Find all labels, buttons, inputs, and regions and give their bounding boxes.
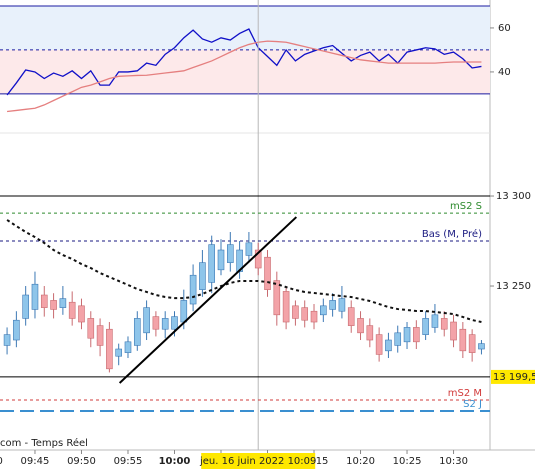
candle-body (338, 298, 346, 312)
candle-body (13, 319, 20, 341)
candle-body (106, 328, 113, 370)
x-tick-label: 10:30 (439, 456, 468, 467)
candle-body (227, 244, 234, 263)
y-tick-label: 13 250 (496, 281, 531, 292)
candle-body (78, 305, 85, 323)
candle-body (375, 334, 383, 355)
candle-body (310, 310, 318, 323)
crosshair-date-label: jeu. 16 juin 2022 10:09 (199, 456, 316, 467)
candle-body (40, 294, 48, 308)
last-price-label: 13 199,5 (493, 372, 535, 383)
candle-body (403, 327, 411, 343)
indicator-band (0, 49, 490, 94)
candle-body (320, 305, 327, 316)
candle-body (115, 348, 122, 357)
source-label: com - Temps Réel (0, 437, 88, 449)
candle-body (152, 316, 160, 330)
level-label: mS2 S (450, 201, 482, 212)
candle-body (347, 307, 355, 326)
candle-body (124, 341, 132, 353)
candle-body (282, 291, 290, 323)
level-label: mS2 M (448, 388, 482, 399)
level-label: S2 J (463, 399, 482, 410)
candle-body (459, 328, 467, 352)
x-tick-label: 10:00 (159, 456, 191, 467)
candle-body (468, 334, 476, 353)
candle-body (301, 307, 309, 321)
x-tick-label: 09:45 (21, 456, 50, 467)
candle-body (161, 318, 169, 330)
candle-body (59, 298, 67, 308)
candle-body (431, 314, 439, 328)
candle-body (254, 249, 262, 269)
candle-body (189, 274, 197, 305)
candle-body (208, 244, 216, 283)
candle-body (329, 300, 336, 310)
indicator-line (6, 40, 482, 113)
candle-body (87, 318, 95, 339)
candle-body (217, 249, 225, 271)
x-tick-label: 09:40 (0, 456, 3, 467)
candle-body (31, 283, 39, 310)
indicator-band (0, 5, 490, 50)
x-tick-label: 09:50 (67, 456, 96, 467)
candle-body (143, 307, 150, 334)
candle-body (3, 334, 11, 346)
candle-body (357, 318, 364, 334)
candle-body (478, 343, 485, 350)
y-tick-label: 13 300 (496, 191, 531, 202)
candle-body (68, 301, 76, 319)
candle-body (245, 242, 253, 256)
candle-body (22, 294, 29, 319)
candle-body (180, 300, 188, 323)
x-tick-label: 10:20 (346, 456, 375, 467)
candle-body (264, 256, 271, 290)
candle-body (440, 318, 448, 330)
candle-body (96, 325, 104, 346)
candle-body (50, 300, 57, 310)
indicator-line (6, 28, 482, 96)
candle-body (366, 325, 374, 341)
candle-body (422, 318, 429, 335)
candle-body (292, 305, 299, 319)
candle-body (385, 339, 392, 352)
candle-body (171, 316, 178, 330)
candle-body (413, 327, 420, 343)
x-tick-label: 10:25 (393, 456, 422, 467)
candle-body (450, 321, 457, 341)
crosshair-date-box (201, 453, 316, 469)
last-price-box (491, 369, 535, 384)
y-tick-label: 60 (498, 23, 511, 34)
candle-body (394, 332, 402, 346)
candle-body (133, 318, 141, 346)
candle-body (273, 280, 281, 316)
moving-average (6, 219, 482, 323)
level-label: Bas (M, Pré) (422, 228, 482, 240)
y-tick-label: 40 (498, 67, 511, 78)
trendline (118, 216, 298, 384)
candle-body (199, 262, 206, 290)
x-tick-label: 09:55 (114, 456, 143, 467)
